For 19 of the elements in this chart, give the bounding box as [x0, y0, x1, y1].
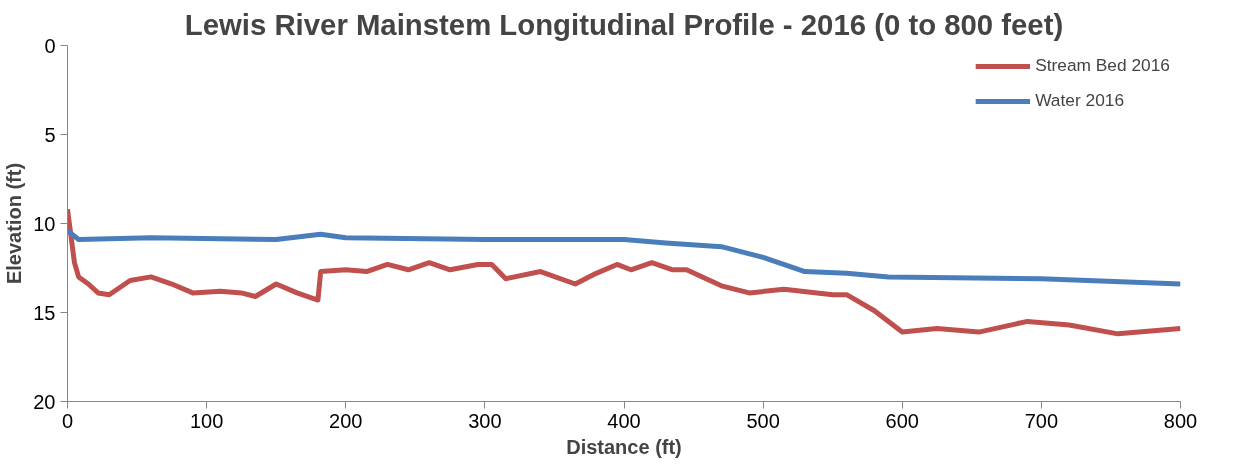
- x-tick-label: 600: [885, 409, 919, 432]
- x-tick-label: 100: [189, 409, 224, 432]
- x-axis-title: Distance (ft): [566, 435, 682, 458]
- x-tick-label: 700: [1024, 409, 1059, 432]
- y-axis-title: Elevation (ft): [3, 162, 26, 285]
- legend-label: Water 2016: [1035, 90, 1125, 111]
- y-tick-label: 0: [44, 34, 56, 57]
- x-tick-label: 300: [468, 409, 502, 432]
- chart-title: Lewis River Mainstem Longitudinal Profile - 2016 (0 to 800 feet): [184, 7, 1064, 41]
- legend-label: Stream Bed 2016: [1035, 55, 1170, 76]
- y-tick-label: 15: [33, 301, 56, 324]
- y-tick-label: 5: [44, 123, 56, 146]
- x-tick-label: 400: [607, 409, 641, 432]
- x-tick-label: 200: [329, 409, 363, 432]
- x-tick-label: 500: [746, 409, 780, 432]
- y-tick-label: 20: [33, 390, 56, 413]
- x-tick-label: 800: [1163, 409, 1198, 432]
- y-tick-label: 10: [33, 212, 56, 235]
- x-tick-label: 0: [61, 409, 74, 432]
